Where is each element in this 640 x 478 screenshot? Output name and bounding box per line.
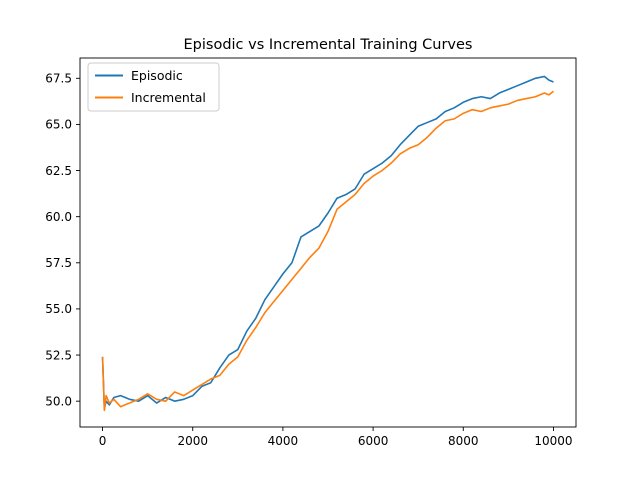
legend: Episodic Incremental <box>87 62 220 112</box>
chart-title: Episodic vs Incremental Training Curves <box>184 37 473 53</box>
x-tick-label: 4000 <box>268 434 299 448</box>
y-tick-label: 55.0 <box>45 302 72 316</box>
axes: 0 2000 4000 6000 8000 10000 50.0 52.5 55.0 57.5 60… <box>45 57 577 448</box>
x-tick-label: 6000 <box>358 434 389 448</box>
axes-frame <box>79 57 577 428</box>
x-tick-label: 2000 <box>177 434 208 448</box>
y-tick-label: 50.0 <box>45 394 72 408</box>
series-line-incremental <box>101 90 554 412</box>
x-tick-label: 10000 <box>534 434 572 448</box>
y-tick-label: 57.5 <box>45 256 72 270</box>
legend-label-incremental: Incremental <box>131 90 206 105</box>
series-line-episodic <box>101 75 554 410</box>
legend-label-episodic: Episodic <box>131 68 183 83</box>
x-tick-label: 8000 <box>448 434 479 448</box>
y-tick-label: 62.5 <box>45 164 72 178</box>
x-tick-label: 0 <box>99 434 107 448</box>
y-tick-label: 67.5 <box>45 72 72 86</box>
plot-area <box>101 75 554 412</box>
y-tick-label: 65.0 <box>45 118 72 132</box>
y-tick-label: 60.0 <box>45 210 72 224</box>
y-tick-label: 52.5 <box>45 348 72 362</box>
